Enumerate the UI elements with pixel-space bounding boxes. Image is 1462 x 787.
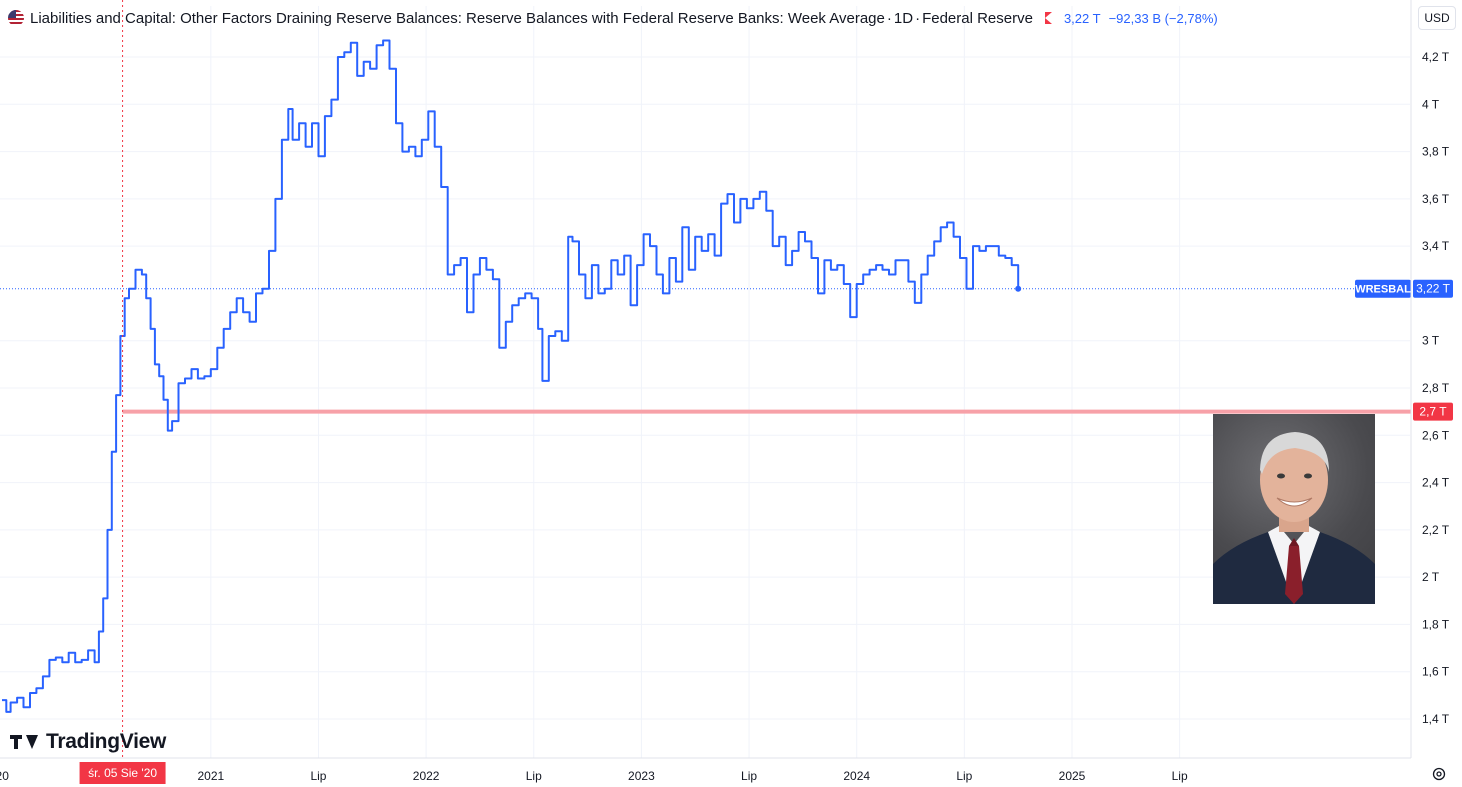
- y-tick-label-9: 3,4 T: [1422, 239, 1450, 253]
- time-axis: 2020 2021 Lip 2022 Lip 2023 Lip 2024 Lip 2025 Lip: [0, 757, 1411, 783]
- x-tick-label-2: Lip: [310, 769, 326, 783]
- portrait-illustration: [1213, 432, 1375, 604]
- last-point-marker: [1015, 285, 1022, 292]
- x-tick-label-1: 2021: [197, 769, 224, 783]
- series-line-wresbal: [2, 39, 1020, 713]
- crosshair-date-bg: [79, 762, 166, 784]
- currency-button[interactable]: USD: [1418, 6, 1456, 30]
- y-tick-label-12: 4 T: [1422, 97, 1440, 111]
- settings-icon[interactable]: [1431, 766, 1447, 782]
- tradingview-logo[interactable]: TradingView: [10, 730, 166, 754]
- x-tick-label-4: Lip: [526, 769, 542, 783]
- x-tick-label-8: Lip: [956, 769, 972, 783]
- flag-marker-icon[interactable]: [1044, 12, 1052, 24]
- series-source[interactable]: Federal Reserve: [922, 9, 1033, 27]
- x-tick-label-0: 2020: [0, 769, 9, 783]
- y-tick-label-4: 2,2 T: [1422, 523, 1450, 537]
- last-value-label-bg: [1413, 279, 1453, 298]
- brand-name: TradingView: [46, 730, 167, 753]
- y-tick-label-5: 2,4 T: [1422, 476, 1450, 490]
- separator-2: ·: [915, 9, 921, 27]
- hline-label: 2,7 T: [1419, 405, 1447, 419]
- last-value: 3,22 T: [1063, 10, 1101, 26]
- y-tick-label-8: 3 T: [1422, 334, 1440, 348]
- x-tick-label-5: 2023: [628, 769, 655, 783]
- x-tick-label-9: 2025: [1059, 769, 1086, 783]
- last-value-label: 3,22 T: [1416, 282, 1450, 296]
- x-tick-label-7: 2024: [843, 769, 870, 783]
- series-wresbal: WRESBAL 3,22 T: [0, 39, 1453, 713]
- y-tick-label-2: 1,8 T: [1422, 617, 1450, 631]
- crosshair: śr. 05 Sie '20: [79, 0, 166, 784]
- tradingview-logo-icon: [10, 732, 40, 752]
- x-tick-label-10: Lip: [1172, 769, 1188, 783]
- hline-label-bg: [1413, 402, 1453, 421]
- ticker-label: WRESBAL: [1355, 284, 1411, 296]
- x-tick-label-3: 2022: [413, 769, 440, 783]
- y-tick-label-3: 2 T: [1422, 570, 1440, 584]
- y-tick-label-11: 3,8 T: [1422, 145, 1450, 159]
- y-tick-label-6: 2,6 T: [1422, 428, 1450, 442]
- crosshair-date-label: śr. 05 Sie '20: [88, 766, 157, 780]
- horizontal-line-2-7t: 2,7 T: [122, 402, 1453, 421]
- y-tick-label-10: 3,6 T: [1422, 192, 1450, 206]
- y-tick-label-13: 4,2 T: [1422, 50, 1450, 64]
- price-axis: 1,4 T 1,6 T 1,8 T 2 T 2,2 T 2,4 T 2,6 T 2,8 T 3 …: [1410, 0, 1450, 758]
- ticker-label-bg: [1355, 279, 1411, 298]
- us-flag-icon: [8, 10, 24, 26]
- y-tick-label-7: 2,8 T: [1422, 381, 1450, 395]
- change-value: −92,33 B (−2,78%): [1108, 10, 1218, 26]
- x-tick-label-6: Lip: [741, 769, 757, 783]
- series-title[interactable]: Liabilities and Capital: Other Factors D…: [30, 9, 885, 27]
- chart-grid: [0, 6, 1410, 758]
- y-tick-label-0: 1,4 T: [1422, 712, 1450, 726]
- separator-1: ·: [886, 9, 892, 27]
- series-interval[interactable]: 1D: [893, 9, 914, 27]
- portrait-photo: [1213, 414, 1375, 604]
- chart-header: Liabilities and Capital: Other Factors D…: [8, 8, 1226, 28]
- y-tick-label-1: 1,6 T: [1422, 665, 1450, 679]
